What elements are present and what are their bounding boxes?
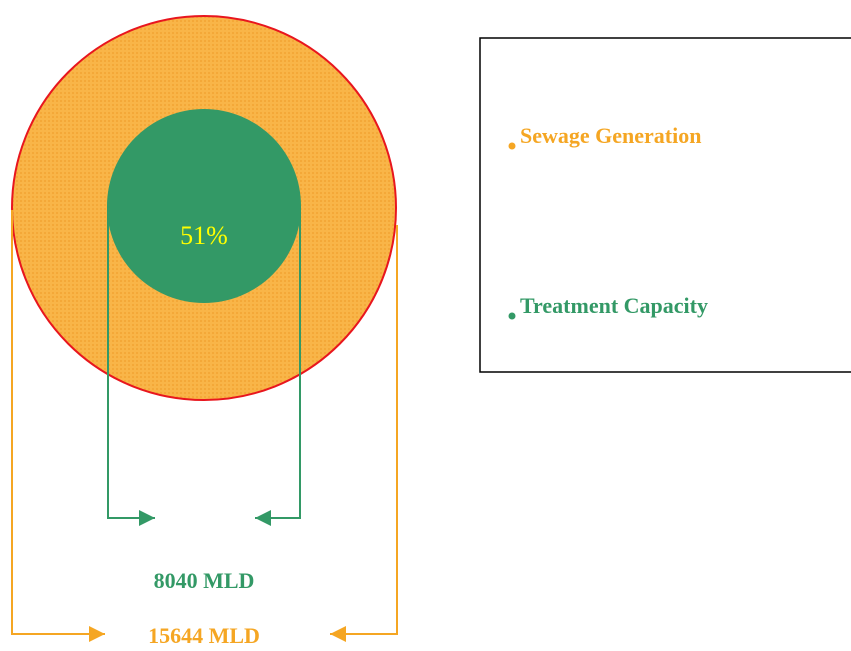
- green-arrow: [255, 206, 301, 526]
- legend-bullet: [508, 142, 516, 150]
- orange-arrow: [11, 210, 105, 642]
- legend-entry: Treatment Capacity: [520, 293, 708, 318]
- orange-dimension: [11, 210, 398, 642]
- dimension-label: 8040 MLD: [154, 568, 255, 593]
- green-arrow: [107, 206, 155, 526]
- legend-box: [479, 37, 851, 373]
- center-label: 51%: [180, 221, 228, 250]
- inner-circle: [107, 109, 301, 303]
- legend-bullet: [508, 312, 516, 320]
- orange-arrow: [330, 225, 398, 642]
- legend-entry: Sewage Generation: [520, 123, 701, 148]
- green-dimension: [107, 206, 301, 526]
- dimension-label: 15644 MLD: [148, 623, 260, 648]
